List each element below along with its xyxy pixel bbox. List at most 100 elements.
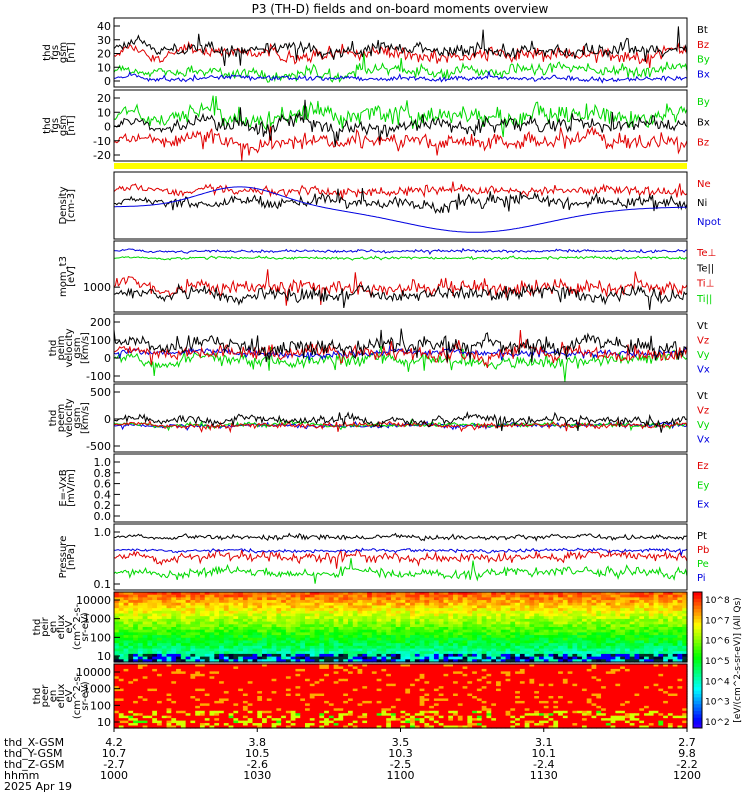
spectrogram-cell [376, 653, 383, 658]
spectrogram-cell [419, 621, 425, 625]
spectrogram-cell [133, 648, 139, 652]
spectrogram-cell [529, 681, 535, 685]
spectrogram-cell [281, 666, 287, 670]
spectrogram-cell [648, 645, 655, 650]
spectrogram-cell [553, 597, 559, 601]
spectrogram-cell [276, 688, 282, 692]
spectrogram-cell [419, 645, 425, 650]
spectrogram-cell [228, 635, 234, 639]
spectrogram-cell [295, 693, 301, 697]
spectrogram-cell [233, 627, 239, 631]
spectrogram-cell [624, 666, 631, 670]
spectrogram-cell [185, 696, 192, 700]
spectrogram-cell [653, 688, 659, 692]
spectrogram-cell [419, 594, 425, 598]
spectrogram-cell [185, 613, 192, 617]
spectrogram-cell [371, 656, 378, 660]
spectrogram-cell [624, 616, 631, 620]
spectrogram-cell [543, 686, 550, 690]
spectrogram-cell [156, 640, 163, 644]
spectrogram-cell [233, 696, 239, 700]
spectrogram-cell [180, 597, 187, 601]
spectrogram-cell [414, 696, 421, 700]
spectrogram-cell [147, 616, 153, 620]
spectrogram-cell [629, 645, 636, 650]
spectrogram-cell [152, 613, 158, 617]
spectrogram-cell [309, 624, 316, 628]
spectrogram-cell [371, 691, 378, 695]
spectrogram-cell [538, 688, 545, 692]
spectrogram-cell [214, 627, 220, 631]
spectrogram-cell [209, 696, 215, 700]
y-label-line: Density [58, 186, 69, 224]
spectrogram-cell [285, 691, 292, 695]
spectrogram-cell [300, 627, 306, 631]
spectrogram-cell [538, 659, 545, 663]
spectrogram-cell [400, 681, 406, 685]
spectrogram-cell [424, 616, 430, 620]
spectrogram-cell [538, 664, 545, 668]
spectrogram-cell [209, 618, 215, 623]
spectrogram-cell [644, 635, 650, 639]
spectrogram-cell [414, 592, 421, 596]
spectrogram-cell [591, 600, 597, 604]
spectrogram-cell [405, 666, 411, 670]
spectrogram-cell [180, 686, 187, 690]
spectrogram-cell [677, 618, 683, 623]
spectrogram-cell [362, 616, 368, 620]
spectrogram-cell [410, 616, 416, 620]
spectrogram-cell [185, 683, 192, 687]
spectrogram-cell [505, 632, 511, 636]
spectrogram-cell [386, 673, 392, 677]
spectrogram-cell [562, 608, 569, 612]
spectrogram-cell [114, 608, 120, 612]
spectrogram-cell [395, 656, 402, 660]
spectrogram-cell [142, 608, 149, 612]
spectrogram-cell [639, 691, 645, 695]
spectrogram-cell [467, 671, 473, 675]
spectrogram-cell [204, 605, 211, 609]
spectrogram-cell [147, 632, 153, 636]
spectrogram-cell [338, 624, 344, 628]
spectrogram-cell [161, 621, 168, 625]
spectrogram-cell [438, 678, 445, 682]
spectrogram-cell [343, 621, 349, 625]
spectrogram-cell [400, 627, 406, 631]
spectrogram-cell [333, 688, 340, 692]
spectrogram-cell [476, 678, 483, 682]
spectrogram-cell [629, 643, 636, 647]
spectrogram-cell [156, 659, 163, 663]
spectrogram-cell [548, 693, 554, 697]
spectrogram-cell [252, 696, 258, 700]
spectrogram-cell [438, 643, 445, 647]
spectrogram-cell [156, 653, 163, 658]
spectrogram-cell [486, 666, 492, 670]
spectrogram-cell [276, 686, 282, 690]
spectrogram-cell [438, 688, 445, 692]
spectrogram-cell [367, 594, 373, 598]
spectrogram-cell [309, 686, 316, 690]
spectrogram-cell [324, 613, 330, 617]
spectrogram-cell [486, 668, 492, 672]
spectrogram-cell [381, 656, 387, 660]
spectrogram-cell [462, 640, 468, 644]
spectrogram-cell [639, 656, 645, 660]
spectrogram-cell [405, 688, 411, 692]
spectrogram-cell [581, 627, 588, 631]
spectrogram-cell [448, 621, 454, 625]
spectrogram-cell [133, 616, 139, 620]
spectrogram-cell [238, 635, 244, 639]
spectrogram-cell [400, 659, 406, 663]
spectrogram-cell [448, 693, 454, 697]
spectrogram-cell [453, 659, 459, 663]
spectrogram-cell [538, 600, 545, 604]
spectrogram-cell [223, 676, 230, 680]
spectrogram-cell [667, 673, 674, 677]
spectrogram-cell [667, 597, 674, 601]
spectrogram-cell [677, 610, 683, 615]
spectrogram-cell [142, 643, 149, 647]
spectrogram-cell [238, 676, 244, 680]
spectrogram-cell [562, 664, 569, 668]
spectrogram-cell [247, 673, 254, 677]
spectrogram-cell [448, 627, 454, 631]
